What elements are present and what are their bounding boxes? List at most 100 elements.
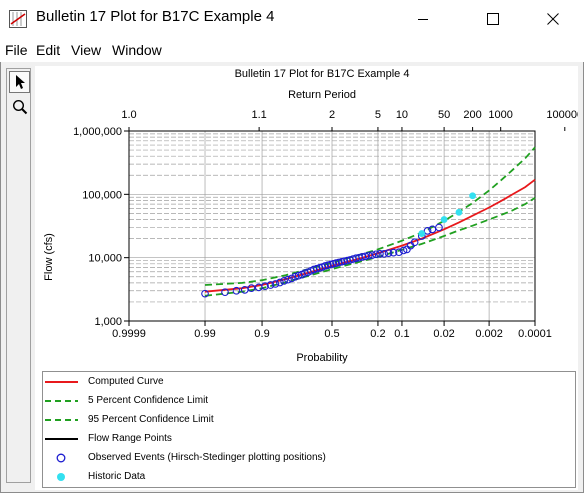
filled-circle-swatch: [57, 473, 65, 481]
observed-event-point: [384, 249, 393, 257]
x-tick-label: 0.9999: [112, 328, 146, 340]
observed-event-point: [271, 280, 280, 288]
top-tick-label: 50: [438, 109, 450, 121]
top-tick-label: 5: [375, 109, 381, 121]
chart-app-icon: [9, 10, 27, 28]
close-icon: [547, 13, 559, 25]
x-tick-label: 0.99: [194, 328, 215, 340]
x-tick-label: 0.002: [475, 328, 503, 340]
y-tick-label: 1,000: [94, 316, 122, 328]
menu-window[interactable]: Window: [112, 42, 162, 58]
legend-label: 5 Percent Confidence Limit: [88, 395, 209, 406]
pointer-tool-button[interactable]: [9, 71, 30, 93]
x-tick-label: 0.0001: [518, 328, 552, 340]
top-tick-label: 100000: [546, 109, 578, 121]
legend-item-flow-range: Flow Range Points: [43, 431, 575, 447]
observed-event-point: [291, 272, 300, 281]
observed-event-point: [276, 278, 284, 287]
top-tick-label: 1.1: [251, 109, 266, 121]
chart-title: Bulletin 17 Plot for B17C Example 4: [235, 68, 410, 80]
plot-toolbar: [6, 68, 31, 483]
observed-event-point: [284, 275, 292, 284]
black-line-swatch: [45, 438, 78, 440]
y-axis-label: Flow (cfs): [43, 233, 55, 281]
red-line-swatch: [45, 381, 78, 383]
menu-file[interactable]: File: [5, 42, 28, 58]
green-dashed-swatch: [45, 400, 78, 402]
top-tick-label: 1000: [488, 109, 512, 121]
observed-event-point: [201, 289, 209, 298]
open-circle-swatch: [56, 453, 66, 463]
observed-event-point: [380, 249, 388, 258]
x-tick-label: 0.2: [370, 328, 385, 340]
observed-event-point: [399, 246, 408, 255]
observed-event-point: [340, 257, 349, 266]
zoom-magnifier-icon: [12, 99, 27, 115]
legend-item-historic: Historic Data: [43, 469, 575, 485]
x-tick-label: 0.9: [254, 328, 269, 340]
close-button[interactable]: [530, 0, 576, 38]
observed-event-point: [266, 281, 275, 289]
legend-label: Flow Range Points: [88, 433, 172, 444]
observed-event-point: [372, 250, 380, 259]
legend: Computed Curve 5 Percent Confidence Limi…: [42, 371, 576, 488]
pointer-icon: [15, 75, 25, 89]
axes: 0.9999 0.99 0.9 0.5 0.2 0.1 0.02 0.002 0.0001 1.0…: [73, 109, 583, 340]
observed-event-point: [410, 238, 419, 247]
y-tick-label: 100,000: [82, 189, 122, 201]
historic-data-point: [440, 216, 448, 223]
legend-item-5pct: 5 Percent Confidence Limit: [43, 393, 575, 409]
menu-view[interactable]: View: [71, 42, 102, 58]
zoom-tool-button[interactable]: [9, 96, 30, 118]
observed-event-point: [364, 251, 373, 260]
observed-event-point: [368, 251, 377, 259]
menu-edit[interactable]: Edit: [36, 42, 61, 58]
observed-event-point: [389, 248, 398, 257]
observed-event-point: [247, 284, 256, 293]
observed-event-point: [337, 257, 346, 266]
5-percent-confidence-limit-line: [204, 146, 536, 286]
legend-item-computed: Computed Curve: [43, 374, 575, 390]
x-tick-label: 0.02: [433, 328, 454, 340]
legend-item-observed: Observed Events (Hirsch-Stedinger plotti…: [43, 450, 575, 466]
green-dashed-swatch: [45, 419, 78, 421]
historic-data-point: [418, 230, 426, 237]
observed-event-point: [280, 277, 288, 285]
y-tick-label: 10,000: [88, 253, 122, 265]
observed-event-point: [376, 249, 384, 258]
series-layer: [201, 146, 536, 298]
minimize-button[interactable]: [400, 0, 446, 38]
top-tick-label: 1.0: [121, 109, 136, 121]
observed-event-point: [395, 248, 403, 257]
x-axis-label: Probability: [296, 352, 348, 364]
historic-data-point: [469, 192, 476, 200]
menu-bar: File Edit View Window: [0, 38, 584, 62]
top-axis-label: Return Period: [288, 89, 356, 101]
observed-event-point: [232, 286, 241, 295]
top-tick-label: 200: [463, 109, 481, 121]
maximize-button[interactable]: [470, 0, 516, 38]
observed-event-point: [435, 223, 443, 232]
title-bar: Bulletin 17 Plot for B17C Example 4: [0, 0, 584, 38]
computed-curve-line: [204, 178, 536, 293]
window-title: Bulletin 17 Plot for B17C Example 4: [36, 8, 275, 25]
observed-event-point: [294, 271, 303, 280]
legend-label: Computed Curve: [88, 376, 164, 387]
frequency-chart[interactable]: Bulletin 17 Plot for B17C Example 4 Retu…: [35, 66, 583, 371]
historic-data-point: [455, 208, 463, 216]
minimize-icon: [418, 19, 428, 20]
y-tick-label: 1,000,000: [73, 126, 122, 138]
observed-event-point: [287, 274, 296, 283]
top-tick-label: 10: [396, 109, 408, 121]
top-tick-label: 2: [329, 109, 335, 121]
observed-event-point: [221, 288, 229, 297]
legend-label: 95 Percent Confidence Limit: [88, 414, 214, 425]
maximize-icon: [487, 13, 499, 25]
x-tick-label: 0.1: [394, 328, 409, 340]
legend-label: Observed Events (Hirsch-Stedinger plotti…: [88, 452, 326, 463]
x-tick-label: 0.5: [324, 328, 339, 340]
observed-event-point: [423, 227, 432, 235]
observed-event-point: [261, 282, 269, 291]
legend-label: Historic Data: [88, 471, 146, 482]
legend-item-95pct: 95 Percent Confidence Limit: [43, 412, 575, 428]
